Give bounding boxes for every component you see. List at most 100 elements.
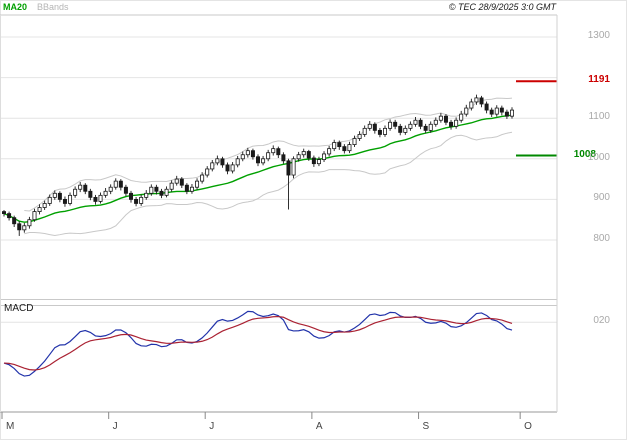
- candle-body: [88, 190, 93, 198]
- candle-body: [2, 211, 7, 215]
- candle-body: [357, 134, 362, 139]
- macd-line: [3, 310, 513, 377]
- candle-body: [210, 162, 215, 170]
- candle-body: [93, 196, 98, 202]
- candle-body: [189, 186, 194, 192]
- candle-body: [32, 211, 37, 221]
- candle-body: [443, 115, 448, 123]
- candle-body: [37, 207, 42, 212]
- price-tick-label: 1000: [587, 151, 610, 163]
- candle-body: [377, 129, 382, 135]
- candle-body: [423, 125, 428, 131]
- candle-body: [205, 168, 210, 176]
- candle-body: [62, 198, 67, 204]
- candle-body: [169, 182, 174, 190]
- candle-body: [306, 151, 311, 159]
- candle-body: [454, 119, 459, 127]
- bband-upper-line: [24, 97, 513, 212]
- candle-body: [322, 153, 327, 161]
- candle-body: [47, 196, 52, 204]
- resistance-label: 1191: [588, 74, 610, 86]
- legend-ma20-label: MA20: [3, 2, 28, 12]
- candle-body: [352, 138, 357, 145]
- candle-body: [164, 188, 169, 196]
- candle-body: [469, 101, 474, 109]
- candle-body: [464, 107, 469, 115]
- candle-body: [255, 156, 260, 164]
- candle-body: [73, 188, 78, 196]
- candle-body: [215, 158, 220, 164]
- candle-body: [291, 158, 296, 176]
- candle-body: [108, 186, 113, 192]
- candle-body: [83, 184, 88, 192]
- candle-body: [332, 142, 337, 150]
- price-tick-label: 1100: [588, 111, 610, 123]
- candle-body: [134, 198, 139, 204]
- candle-body: [449, 121, 454, 127]
- candle-body: [479, 97, 484, 105]
- candle-body: [311, 157, 316, 165]
- candle-body: [118, 180, 123, 188]
- month-label: J: [209, 421, 215, 432]
- bband-lower-line: [24, 131, 513, 237]
- candle-body: [266, 152, 271, 160]
- candle-body: [428, 123, 433, 131]
- candle-body: [286, 160, 291, 176]
- month-label: S: [422, 421, 430, 432]
- macd-signal-line: [3, 315, 513, 371]
- candle-body: [281, 154, 286, 162]
- candle-body: [316, 159, 321, 165]
- candle-body: [403, 127, 408, 133]
- ma20-line: [3, 114, 513, 223]
- candle-body: [128, 192, 133, 200]
- candle-body: [154, 186, 159, 192]
- candle-body: [27, 219, 32, 227]
- candle-body: [382, 127, 387, 135]
- candle-body: [509, 109, 514, 117]
- candle-body: [489, 109, 494, 115]
- candle-body: [276, 148, 281, 156]
- candle-body: [195, 180, 200, 188]
- candle-body: [301, 151, 306, 156]
- candle-body: [12, 217, 17, 225]
- month-label: A: [315, 421, 323, 432]
- support-label: 1008: [573, 148, 596, 160]
- candle-body: [139, 196, 144, 204]
- candle-body: [149, 186, 154, 194]
- macd-panel-label: MACD: [4, 303, 34, 314]
- candle-body: [438, 115, 443, 121]
- candle-body: [494, 107, 499, 115]
- candle-body: [347, 144, 352, 152]
- macd-axis-label: 020: [593, 315, 610, 327]
- candle-body: [484, 103, 489, 111]
- candle-body: [22, 225, 27, 231]
- candle-body: [184, 184, 189, 192]
- candle-body: [499, 107, 504, 113]
- candle-body: [200, 174, 205, 182]
- candle-body: [17, 223, 22, 231]
- month-label: J: [112, 421, 118, 432]
- candle-body: [362, 127, 367, 135]
- candle-body: [504, 111, 509, 117]
- price-tick-label: 1300: [587, 30, 610, 41]
- candle-body: [225, 164, 230, 172]
- candle-body: [42, 203, 47, 208]
- candle-body: [261, 158, 266, 164]
- candle-body: [98, 194, 103, 202]
- price-tick-label: 800: [593, 233, 610, 244]
- copyright-text: © TEC 28/9/2025 3:0 GMT: [448, 2, 556, 12]
- candle-body: [113, 180, 118, 188]
- candle-body: [78, 184, 83, 190]
- candle-body: [393, 121, 398, 127]
- candle-body: [398, 125, 403, 133]
- candle-body: [271, 148, 276, 154]
- candle-body: [235, 158, 240, 166]
- candle-body: [179, 178, 184, 186]
- candle-body: [413, 119, 418, 125]
- month-label: O: [524, 421, 532, 432]
- candle-body: [459, 113, 464, 121]
- candle-body: [418, 119, 423, 127]
- candle-body: [220, 158, 225, 166]
